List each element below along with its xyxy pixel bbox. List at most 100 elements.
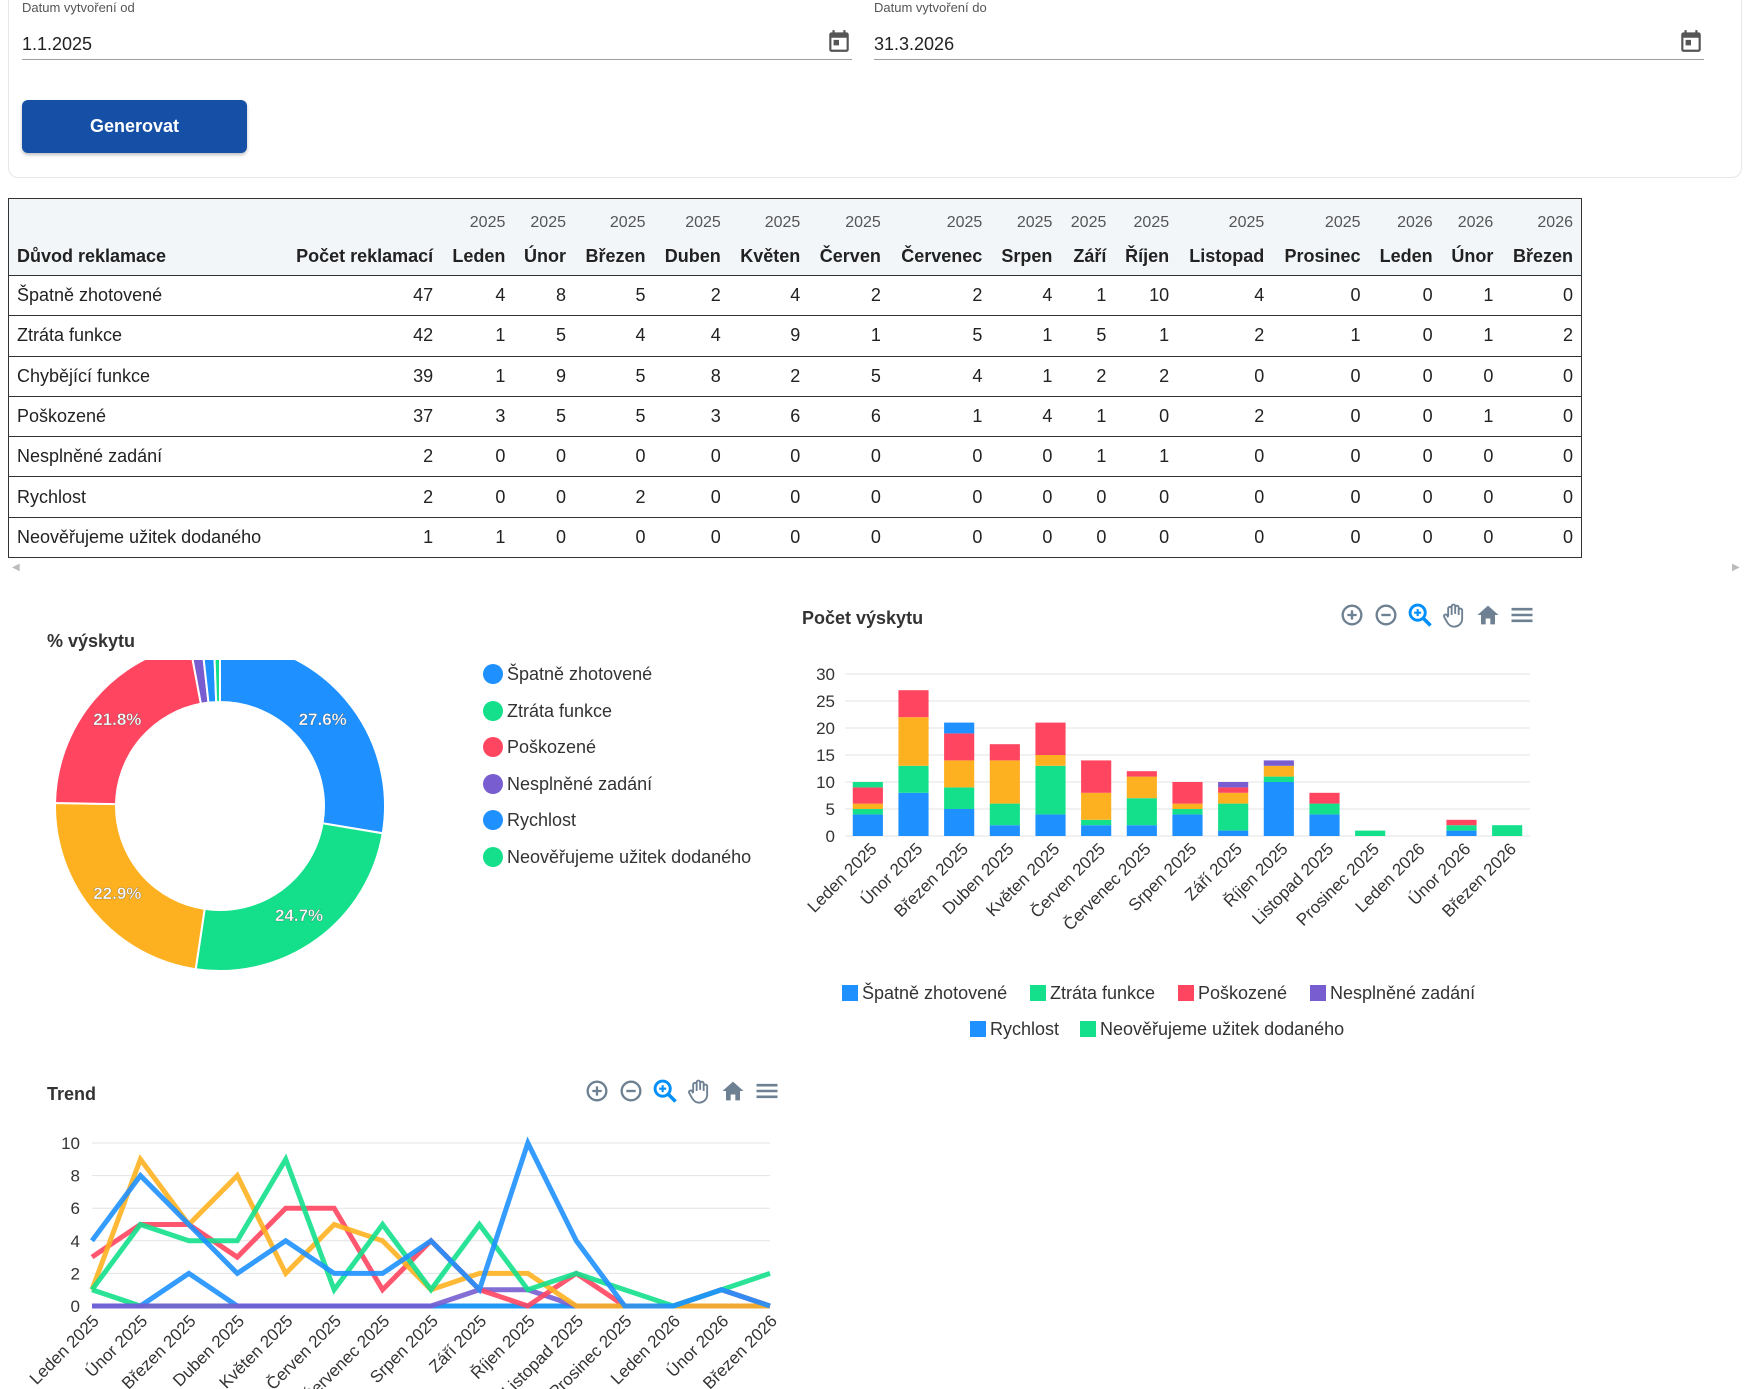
month-header: 2025 Listopad (1177, 198, 1273, 276)
bar-segment[interactable] (1172, 809, 1203, 815)
bar-segment[interactable] (1126, 825, 1157, 836)
bar-segment[interactable] (989, 825, 1020, 836)
calendar-icon[interactable] (826, 28, 852, 54)
bar-legend-item[interactable]: Neověřujeme užitek dodaného (1080, 1019, 1344, 1040)
donut-legend-item[interactable]: Neověřujeme užitek dodaného (483, 846, 751, 868)
donut-slice[interactable] (219, 660, 386, 835)
value-cell: 0 (990, 476, 1061, 518)
date-to-input[interactable] (874, 24, 1704, 60)
donut-slice[interactable] (213, 660, 221, 704)
selection-zoom-icon[interactable] (1406, 601, 1434, 629)
value-cell: 6 (728, 396, 809, 438)
bar-segment[interactable] (852, 782, 883, 788)
value-cell: 8 (653, 356, 729, 397)
bar-segment[interactable] (944, 760, 975, 788)
bar-segment[interactable] (989, 803, 1020, 826)
bar-segment[interactable] (852, 787, 883, 804)
donut-legend-item[interactable]: Ztráta funkce (483, 700, 612, 722)
bar-segment[interactable] (1446, 830, 1477, 836)
bar-segment[interactable] (989, 760, 1020, 804)
value-cell: 0 (728, 436, 809, 478)
bar-segment[interactable] (1446, 825, 1477, 831)
bar-segment[interactable] (944, 733, 975, 761)
bar-legend-item[interactable]: Ztráta funkce (1030, 983, 1155, 1004)
legend-marker-icon (483, 846, 503, 867)
zoom-out-icon[interactable] (617, 1077, 645, 1105)
bar-segment[interactable] (852, 803, 883, 809)
bar-segment[interactable] (1218, 803, 1249, 831)
bar-segment[interactable] (1218, 830, 1249, 836)
bar-segment[interactable] (1218, 792, 1249, 804)
bar-segment[interactable] (1172, 782, 1203, 804)
y-tick-label: 30 (816, 665, 835, 684)
bar-segment[interactable] (944, 809, 975, 836)
bar-segment[interactable] (1081, 792, 1112, 820)
bar-legend-item[interactable]: Nesplněné zadání (1310, 983, 1475, 1004)
donut-slice[interactable] (55, 801, 206, 971)
donut-slice[interactable] (194, 822, 384, 972)
bar-segment[interactable] (1035, 755, 1066, 766)
donut-legend-item[interactable]: Špatně zhotovené (483, 664, 652, 685)
date-from-input[interactable] (22, 24, 852, 60)
scroll-left-arrow[interactable]: ◀ (12, 562, 20, 573)
donut-slice[interactable] (55, 660, 203, 806)
bar-segment[interactable] (1081, 819, 1112, 826)
legend-label: Neověřujeme užitek dodaného (1100, 1019, 1345, 1039)
pan-hand-icon[interactable] (685, 1077, 713, 1105)
bar-segment[interactable] (989, 744, 1020, 761)
home-icon[interactable] (719, 1077, 747, 1105)
bar-segment[interactable] (1172, 814, 1203, 836)
bar-segment[interactable] (898, 792, 929, 836)
bar-legend-item[interactable]: Rychlost (970, 1019, 1059, 1040)
bar-segment[interactable] (1035, 765, 1066, 815)
menu-icon[interactable] (1508, 601, 1536, 629)
scroll-right-arrow[interactable]: ▶ (1732, 562, 1740, 573)
bar-segment[interactable] (852, 814, 883, 836)
calendar-icon[interactable] (1678, 28, 1704, 54)
bar-segment[interactable] (1309, 803, 1340, 815)
bar-segment[interactable] (1126, 771, 1157, 777)
bar-segment[interactable] (1309, 814, 1340, 836)
bar-segment[interactable] (1263, 765, 1294, 777)
donut-legend-item[interactable]: Poškozené (483, 737, 596, 758)
value-cell: 10 (1114, 275, 1178, 317)
bar-segment[interactable] (852, 809, 883, 815)
bar-segment[interactable] (1263, 776, 1294, 782)
generate-button[interactable]: Generovat (22, 100, 247, 153)
selection-zoom-icon[interactable] (651, 1077, 679, 1105)
bar-segment[interactable] (898, 717, 929, 766)
donut-legend-item[interactable]: Nesplněné zadání (483, 773, 652, 795)
bar-segment[interactable] (1035, 722, 1066, 755)
trend-line[interactable] (89, 1136, 771, 1309)
home-icon[interactable] (1474, 601, 1502, 629)
bar-segment[interactable] (944, 722, 975, 734)
bar-legend-item[interactable]: Poškozené (1178, 983, 1287, 1004)
bar-segment[interactable] (1446, 819, 1477, 826)
pan-hand-icon[interactable] (1440, 601, 1468, 629)
bar-segment[interactable] (944, 787, 975, 809)
bar-segment[interactable] (1309, 792, 1340, 804)
bar-segment[interactable] (1035, 814, 1066, 836)
donut-legend-item[interactable]: Rychlost (483, 810, 576, 831)
zoom-in-icon[interactable] (583, 1077, 611, 1105)
bar-segment[interactable] (898, 765, 929, 793)
bar-segment[interactable] (1126, 798, 1157, 826)
bar-segment[interactable] (1218, 787, 1249, 793)
bar-segment[interactable] (1081, 760, 1112, 793)
bar-segment[interactable] (1081, 825, 1112, 836)
bar-segment[interactable] (1172, 803, 1203, 809)
menu-icon[interactable] (753, 1077, 781, 1105)
bar-segment[interactable] (1263, 782, 1294, 836)
bar-legend-item[interactable]: Špatně zhotovené (842, 983, 1007, 1004)
bar-segment[interactable] (1263, 760, 1294, 766)
bar-segment[interactable] (1492, 825, 1523, 836)
zoom-out-icon[interactable] (1372, 601, 1400, 629)
value-cell: 4 (990, 396, 1061, 438)
bar-segment[interactable] (898, 690, 929, 718)
bar-segment[interactable] (1126, 776, 1157, 799)
zoom-in-icon[interactable] (1338, 601, 1366, 629)
month-header-year: 2025 (530, 214, 566, 231)
month-header: 2025 Říjen (1114, 198, 1178, 276)
bar-segment[interactable] (1218, 782, 1249, 788)
bar-segment[interactable] (1355, 830, 1386, 836)
